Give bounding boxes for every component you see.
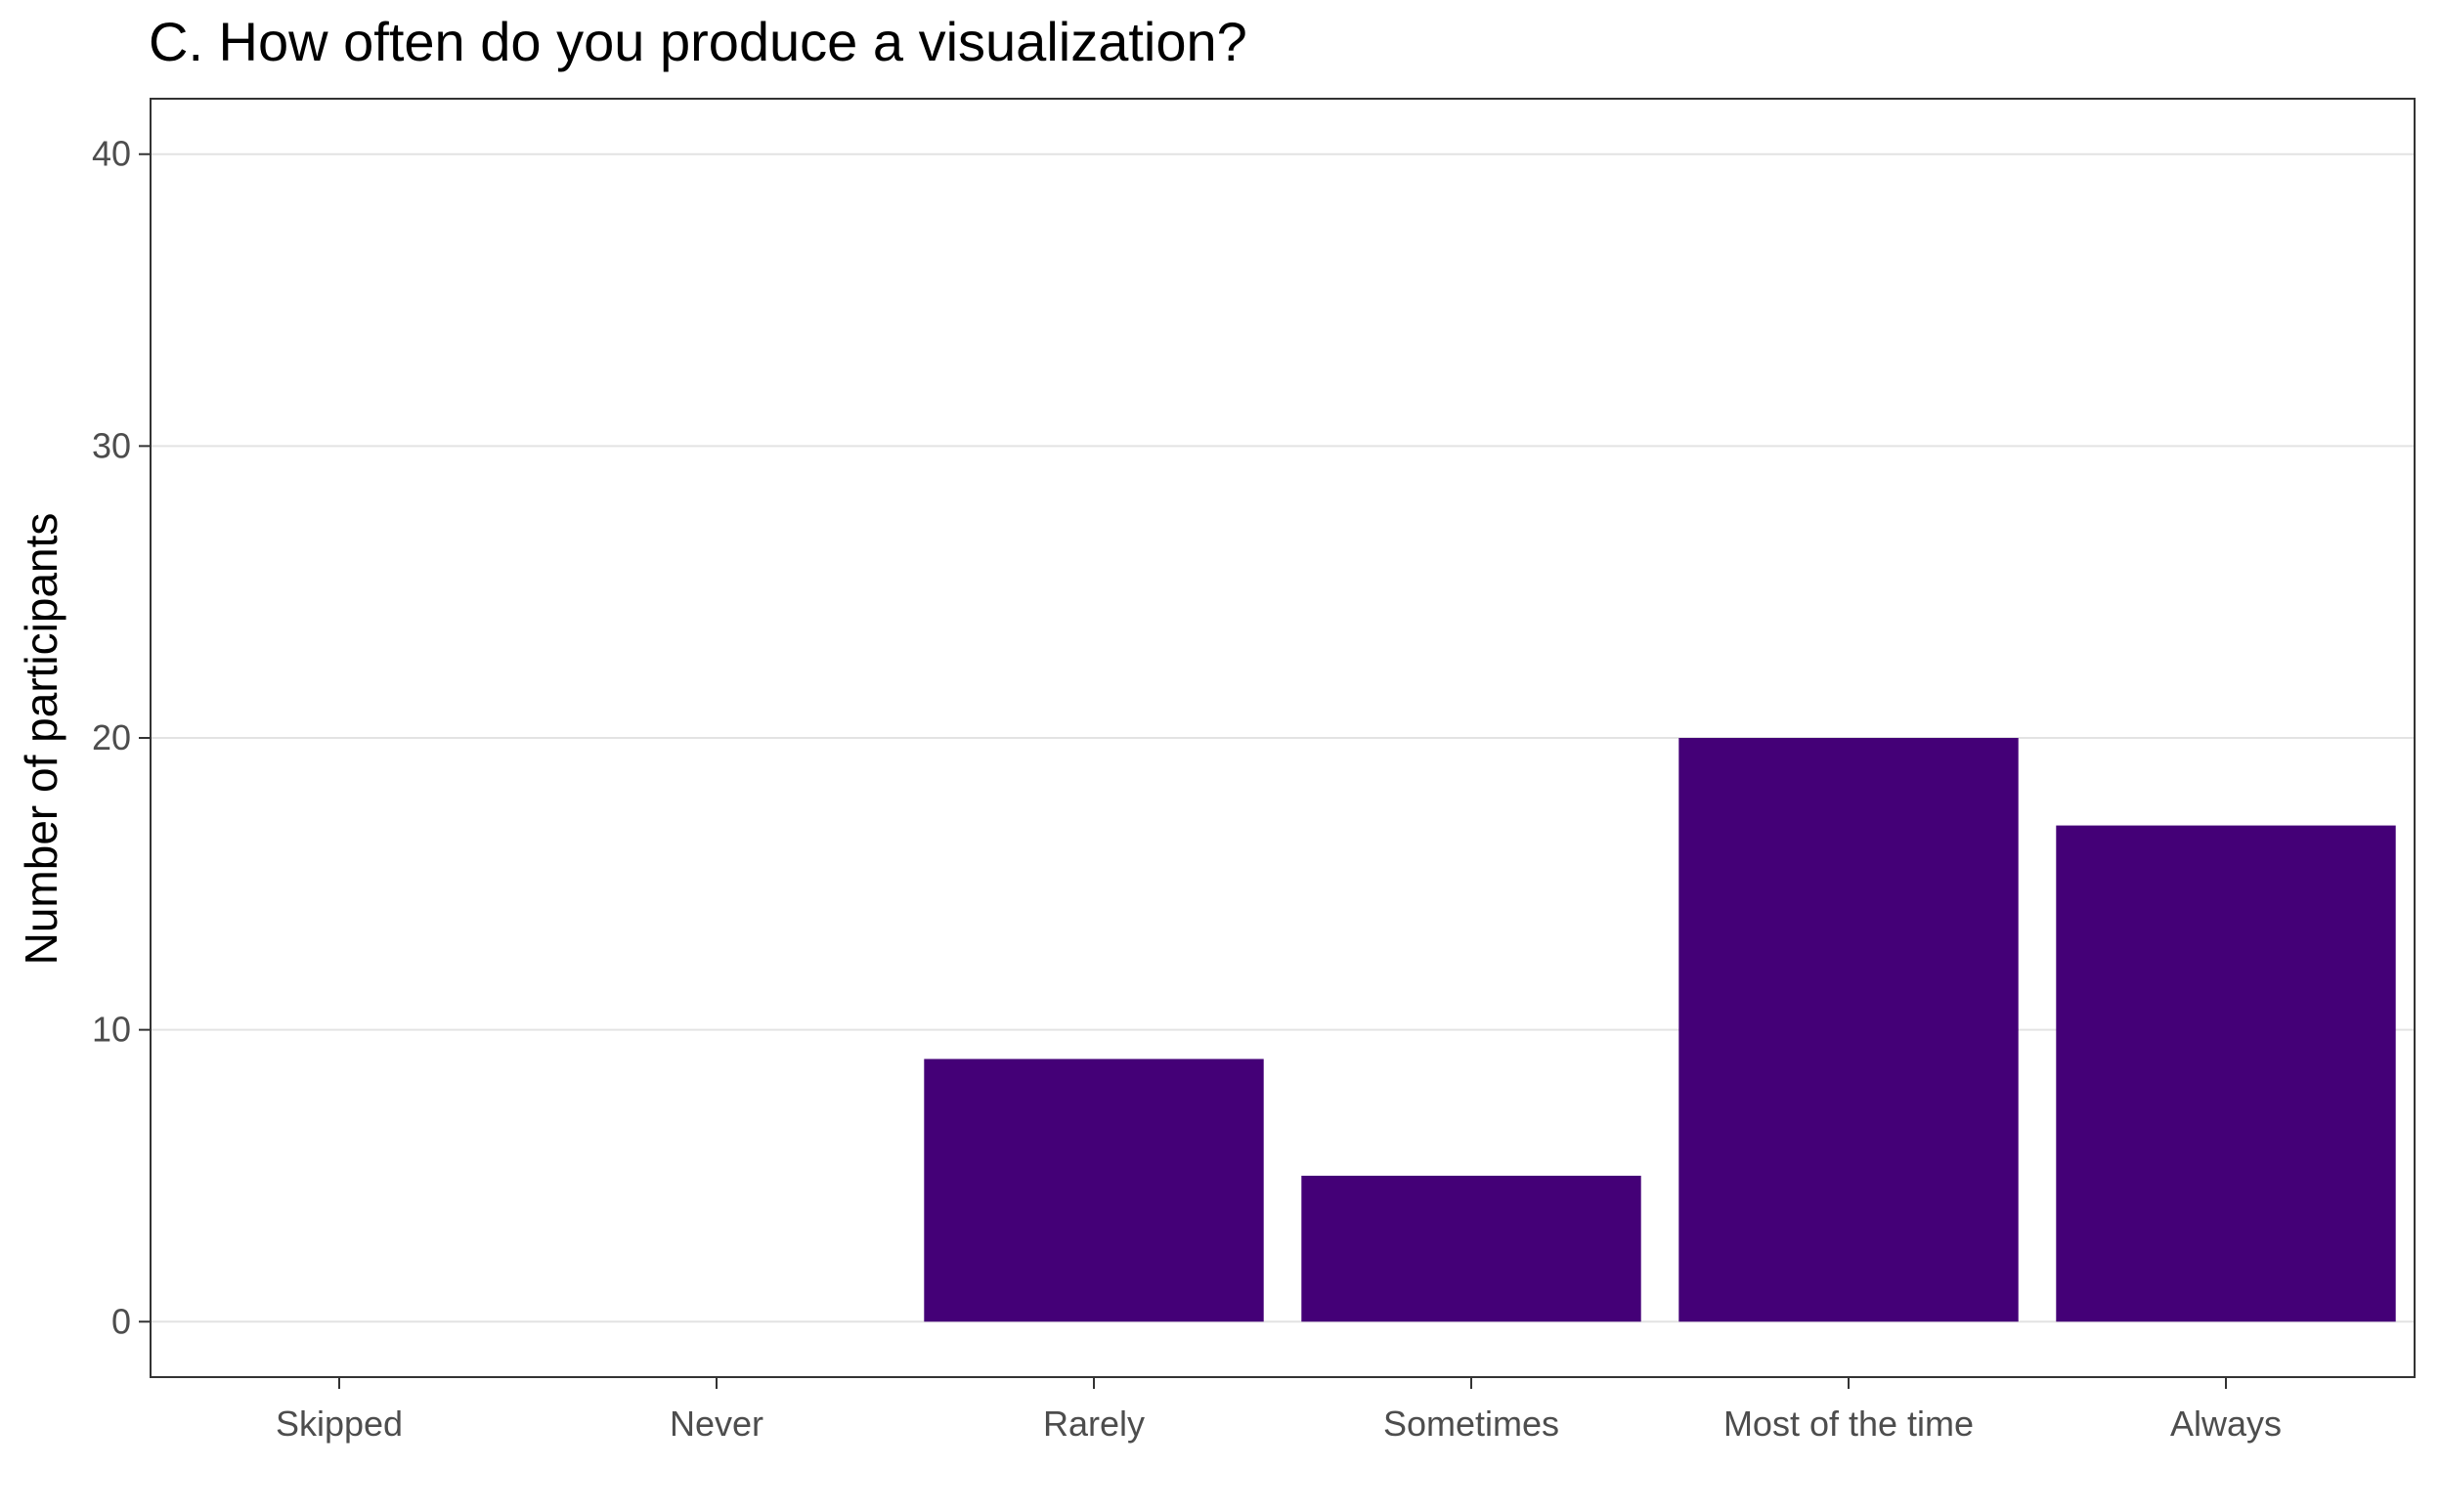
- y-axis-ticks: 0 10 20 30 40: [92, 134, 151, 1341]
- x-axis-ticks: Skipped Never Rarely Sometimes Most of the t…: [276, 1377, 2282, 1444]
- y-tick-label: 30: [92, 425, 131, 465]
- chart-title: C. How often do you produce a visualizat…: [149, 11, 1247, 72]
- y-tick-label: 40: [92, 134, 131, 174]
- y-axis-label: Number of participants: [16, 513, 66, 966]
- bar-rarely: [924, 1058, 1264, 1322]
- x-tick-label: Sometimes: [1383, 1404, 1559, 1444]
- gridlines: [151, 152, 2415, 1323]
- bars: [924, 738, 2396, 1322]
- bar-always: [2056, 825, 2396, 1322]
- x-tick-label: Skipped: [276, 1404, 403, 1444]
- x-tick-label: Never: [670, 1404, 763, 1444]
- bar-most-of-the-time: [1678, 738, 2019, 1322]
- x-tick-label: Always: [2170, 1404, 2282, 1444]
- y-tick-label: 0: [111, 1301, 131, 1341]
- x-tick-label: Most of the time: [1723, 1404, 1974, 1444]
- x-tick-label: Rarely: [1043, 1404, 1145, 1444]
- y-tick-label: 10: [92, 1010, 131, 1050]
- bar-sometimes: [1301, 1175, 1641, 1322]
- y-tick-label: 20: [92, 717, 131, 757]
